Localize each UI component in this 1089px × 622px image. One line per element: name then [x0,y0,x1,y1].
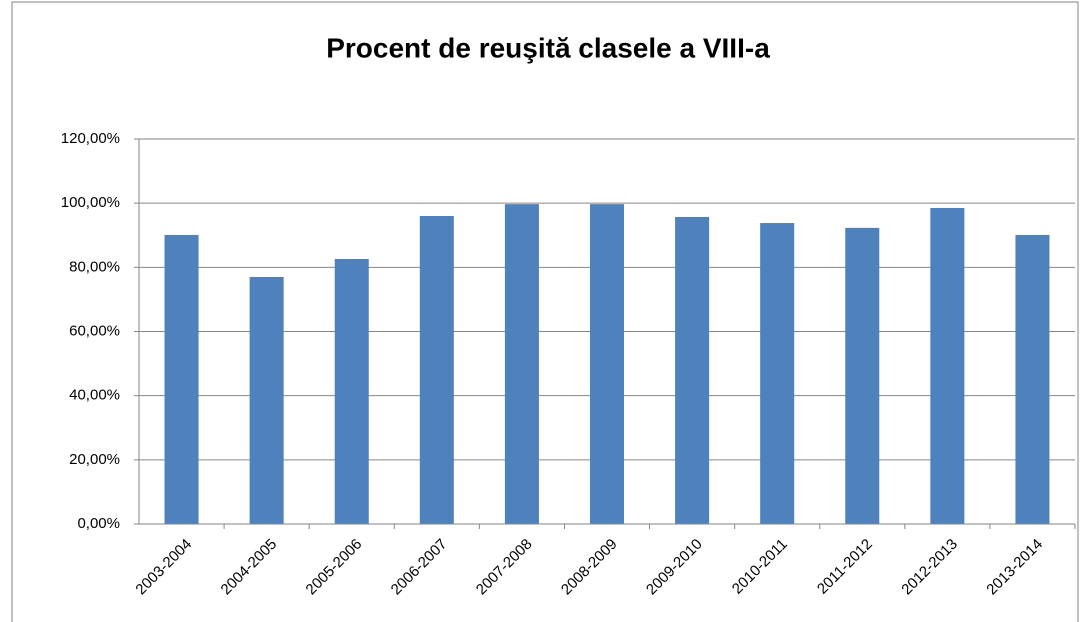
y-tick-label: 20,00% [69,451,120,468]
y-tick-label: 0,00% [77,515,120,532]
bar [845,227,880,524]
bar [164,234,199,524]
y-tick-label: 80,00% [69,258,120,275]
bar [675,216,710,524]
bar [930,207,965,524]
bar [504,204,539,525]
bar [760,223,795,524]
y-tick-label: 60,00% [69,322,120,339]
y-tick-label: 40,00% [69,387,120,404]
bar [589,204,625,525]
chart-title: Procent de reuşită clasele a VIII-a [326,32,770,63]
bar [334,258,369,524]
bar [419,216,454,524]
y-tick-label: 100,00% [61,194,120,211]
y-tick-label: 120,00% [61,130,120,147]
bar [249,276,284,524]
bar [1015,234,1050,524]
